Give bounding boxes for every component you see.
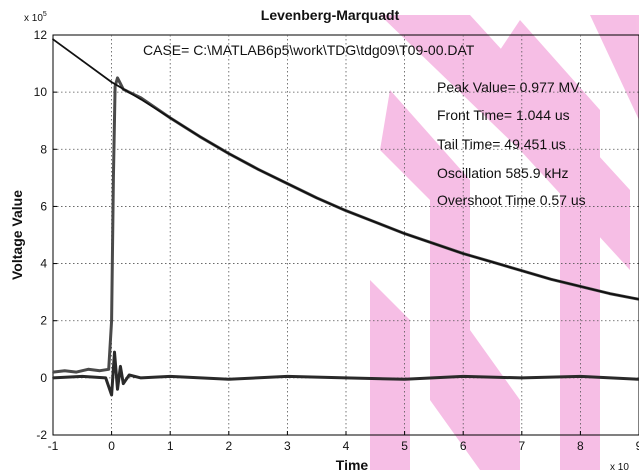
data-point <box>99 369 101 372</box>
y-tick-label: 8 <box>40 142 47 156</box>
data-point <box>140 98 142 101</box>
y-tick-label: 2 <box>40 314 47 328</box>
series-line-3 <box>52 350 639 397</box>
data-point <box>169 375 172 378</box>
x-tick-label: 9 <box>636 439 639 453</box>
data-point <box>227 378 230 381</box>
y-tick-label: 0 <box>40 371 47 385</box>
x-tick-label: 5 <box>401 439 408 453</box>
data-point <box>550 278 552 281</box>
data-point <box>63 369 66 372</box>
data-point <box>403 232 406 235</box>
data-point <box>52 371 54 373</box>
data-point <box>462 375 465 378</box>
data-point <box>403 378 406 381</box>
x-tick-label: 7 <box>518 439 525 453</box>
data-point <box>257 168 259 171</box>
x-tick-label: 4 <box>343 439 350 453</box>
y-tick-label: -2 <box>36 428 47 442</box>
tail-time-annotation: Tail Time= 49.451 us <box>437 136 566 152</box>
front-time-annotation: Front Time= 1.044 us <box>437 107 570 123</box>
y-axis-label: Voltage Value <box>9 190 25 280</box>
data-point <box>345 209 347 212</box>
x-tick-label: 2 <box>225 439 232 453</box>
data-point <box>110 394 113 396</box>
x-exponent-label: x 10 <box>610 462 629 473</box>
data-point <box>122 382 125 385</box>
chart-title: Levenberg-Marquadt <box>261 7 400 23</box>
data-point <box>116 77 119 79</box>
data-point <box>52 38 54 41</box>
x-axis-label: Time <box>336 457 369 473</box>
y-tick-label: 6 <box>40 199 47 213</box>
data-point <box>520 377 523 379</box>
data-point <box>227 152 230 155</box>
data-point <box>112 177 115 179</box>
watermark-graphic <box>370 15 639 470</box>
peak-value-annotation: Peak Value= 0.977 MV <box>437 79 580 95</box>
data-point <box>110 319 113 322</box>
data-point <box>116 388 119 391</box>
y-exponent-label: x 105 <box>24 11 47 24</box>
data-point <box>169 117 172 119</box>
data-point <box>345 377 347 379</box>
data-point <box>114 85 116 88</box>
data-point <box>520 269 523 272</box>
data-point <box>433 242 435 245</box>
y-exponent-power: 5 <box>43 11 47 18</box>
data-point <box>75 371 78 373</box>
data-point <box>107 368 110 371</box>
data-point <box>608 292 611 295</box>
data-point <box>286 182 289 185</box>
data-point <box>87 368 90 371</box>
data-point <box>81 375 84 378</box>
data-point <box>286 375 289 378</box>
data-point <box>81 59 84 62</box>
data-point <box>315 197 318 199</box>
x-tick-label: 6 <box>460 439 467 453</box>
x-tick-label: 1 <box>167 439 174 453</box>
x-tick-label: 8 <box>577 439 584 453</box>
data-point <box>119 82 122 85</box>
data-point <box>119 365 122 368</box>
oscillation-annotation: Oscillation 585.9 kHz <box>437 165 569 181</box>
x-tick-label: 0 <box>108 439 115 453</box>
data-point <box>140 377 142 379</box>
data-point <box>491 261 494 263</box>
x-tick-labels: -1 0 1 2 3 4 5 6 7 8 9 <box>48 439 639 453</box>
data-point <box>128 374 131 376</box>
data-point <box>374 221 377 224</box>
y-tick-label: 12 <box>34 28 48 42</box>
data-point <box>104 377 107 379</box>
data-point <box>462 252 465 255</box>
series-layer <box>52 38 639 397</box>
data-point <box>110 81 113 83</box>
data-point <box>52 377 54 379</box>
data-point <box>113 351 116 353</box>
y-tick-label: 4 <box>40 257 47 271</box>
x-tick-label: 3 <box>284 439 291 453</box>
data-point <box>579 375 582 378</box>
overshoot-time-annotation: Overshoot Time 0.57 us <box>437 192 586 208</box>
case-annotation: CASE= C:\MATLAB6p5\work\TDG\tdg09\T09-00… <box>143 42 475 58</box>
grid <box>52 34 639 436</box>
y-tick-labels: -2 0 2 4 6 8 10 12 <box>34 28 48 442</box>
data-point <box>579 285 582 288</box>
data-point <box>198 135 201 138</box>
x-tick-label: -1 <box>48 439 59 453</box>
y-tick-label: 10 <box>34 85 48 99</box>
